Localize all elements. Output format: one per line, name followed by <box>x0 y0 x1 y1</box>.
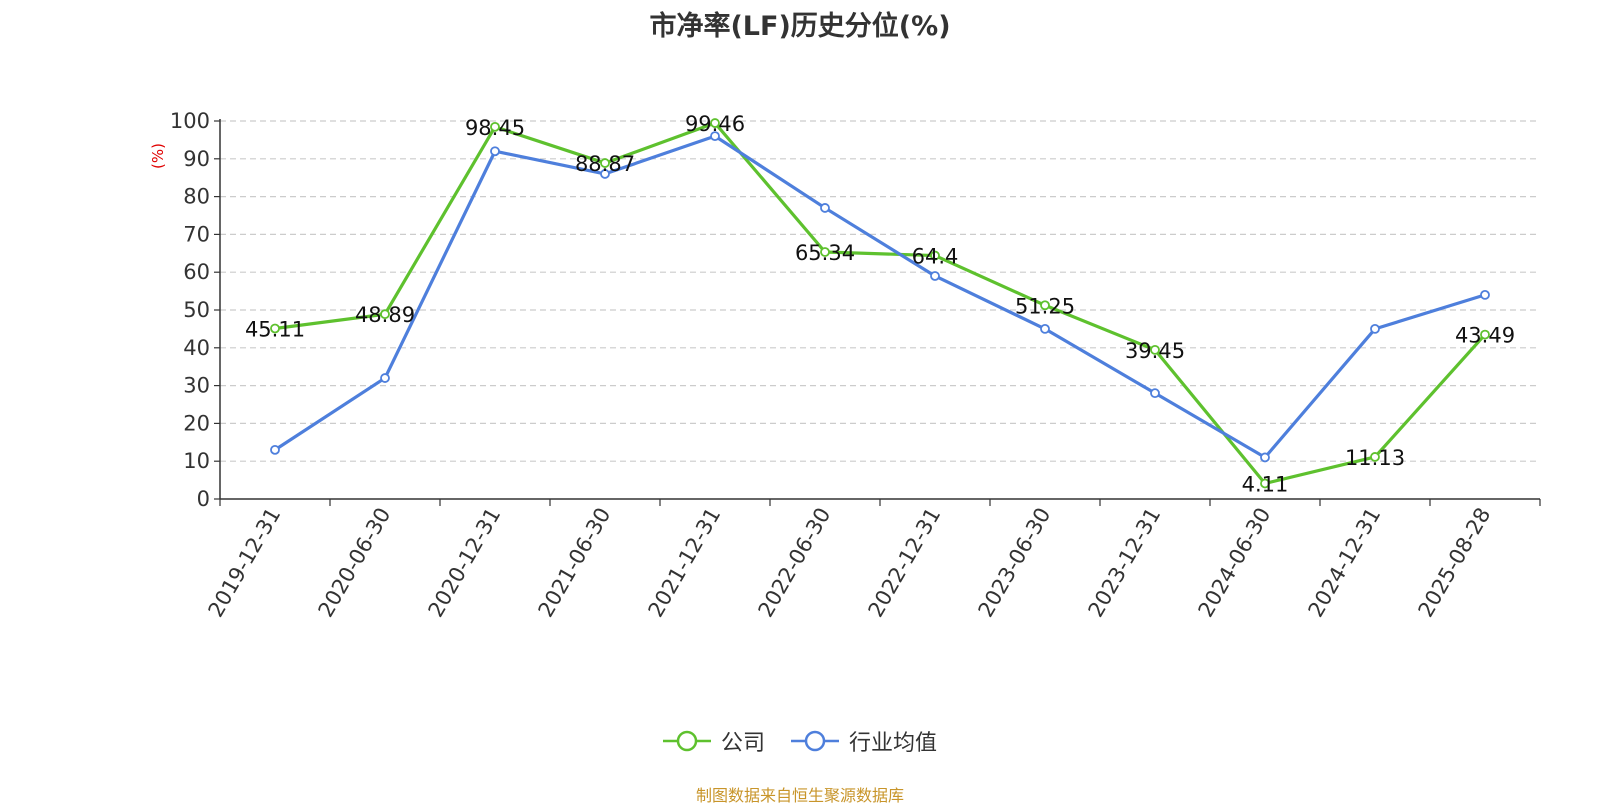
data-label: 88.87 <box>575 152 635 176</box>
data-label: 98.45 <box>465 116 525 140</box>
data-point-2 <box>930 271 940 281</box>
data-point-2 <box>600 169 610 179</box>
data-point-1 <box>1370 452 1380 462</box>
data-point-1 <box>1040 300 1050 311</box>
y-tick-label: 80 <box>183 185 210 209</box>
legend-item-2[interactable]: 行业均值 <box>791 725 937 757</box>
data-point-1 <box>1480 329 1490 340</box>
series-line-1 <box>274 121 1487 486</box>
data-label: 51.25 <box>1015 294 1075 318</box>
series-line-2 <box>274 134 1486 460</box>
x-tick-label: 2023-06-30 <box>974 504 1056 622</box>
data-point-2 <box>1370 323 1380 334</box>
data-point-2 <box>710 131 720 142</box>
data-label: 64.4 <box>912 245 959 269</box>
legend-label: 行业均值 <box>849 731 938 756</box>
x-tick-label: 2022-12-31 <box>864 504 946 622</box>
data-point-1 <box>1260 478 1270 489</box>
y-tick-label: 70 <box>183 222 210 246</box>
data-label: 99.46 <box>685 112 745 136</box>
y-tick-label: 100 <box>170 109 210 133</box>
data-label: 11.13 <box>1345 446 1405 470</box>
y-tick-label: 30 <box>183 374 210 398</box>
x-tick-label: 2021-06-30 <box>534 504 616 622</box>
x-tick-label: 2020-06-30 <box>314 504 396 622</box>
x-tick-label: 2023-12-31 <box>1084 504 1166 622</box>
data-point-1 <box>490 121 500 132</box>
y-tick-label: 90 <box>183 147 210 171</box>
data-point-1 <box>930 250 940 261</box>
legend-label: 公司 <box>720 731 765 756</box>
data-label: 39.45 <box>1125 339 1185 363</box>
data-point-2 <box>1150 388 1160 399</box>
y-tick-label: 60 <box>183 260 210 284</box>
y-tick-label: 0 <box>197 487 210 511</box>
data-point-2 <box>1480 289 1490 300</box>
data-point-1 <box>380 309 390 320</box>
chart-title: 市净率(LF)历史分位(%) <box>649 11 951 42</box>
y-tick-label: 20 <box>183 411 210 435</box>
y-axis-label: (%) <box>149 143 167 169</box>
source-note: 制图数据来自恒生聚源数据库 <box>695 786 904 805</box>
data-point-2 <box>1040 323 1050 334</box>
x-tick-label: 2019-12-31 <box>204 504 286 622</box>
data-point-2 <box>1260 452 1270 463</box>
y-tick-label: 10 <box>183 449 210 473</box>
data-point-2 <box>820 203 830 213</box>
legend-marker <box>662 730 711 752</box>
data-label: 43.49 <box>1455 324 1515 348</box>
data-point-1 <box>1150 344 1160 355</box>
y-tick-label: 40 <box>183 336 210 360</box>
data-point-1 <box>710 118 720 128</box>
data-point-2 <box>490 146 500 157</box>
x-tick-label: 2021-12-31 <box>644 504 726 622</box>
data-point-2 <box>380 373 390 383</box>
x-tick-label: 2022-06-30 <box>754 504 836 622</box>
x-tick-label: 2024-06-30 <box>1194 504 1276 622</box>
data-label: 4.11 <box>1242 472 1289 496</box>
legend: 公司 行业均值 <box>0 725 1600 757</box>
legend-item-1[interactable]: 公司 <box>662 725 765 757</box>
legend-marker <box>791 730 839 752</box>
data-label: 48.89 <box>355 303 415 327</box>
data-label: 45.11 <box>245 317 305 341</box>
y-tick-label: 50 <box>183 298 210 322</box>
data-label: 65.34 <box>795 241 855 265</box>
data-point-1 <box>270 323 280 334</box>
data-point-2 <box>270 444 280 455</box>
data-point-1 <box>820 247 830 257</box>
x-tick-label: 2020-12-31 <box>424 504 506 622</box>
data-point-1 <box>600 158 610 168</box>
x-tick-label: 2025-08-28 <box>1414 504 1496 622</box>
x-tick-label: 2024-12-31 <box>1304 504 1386 622</box>
